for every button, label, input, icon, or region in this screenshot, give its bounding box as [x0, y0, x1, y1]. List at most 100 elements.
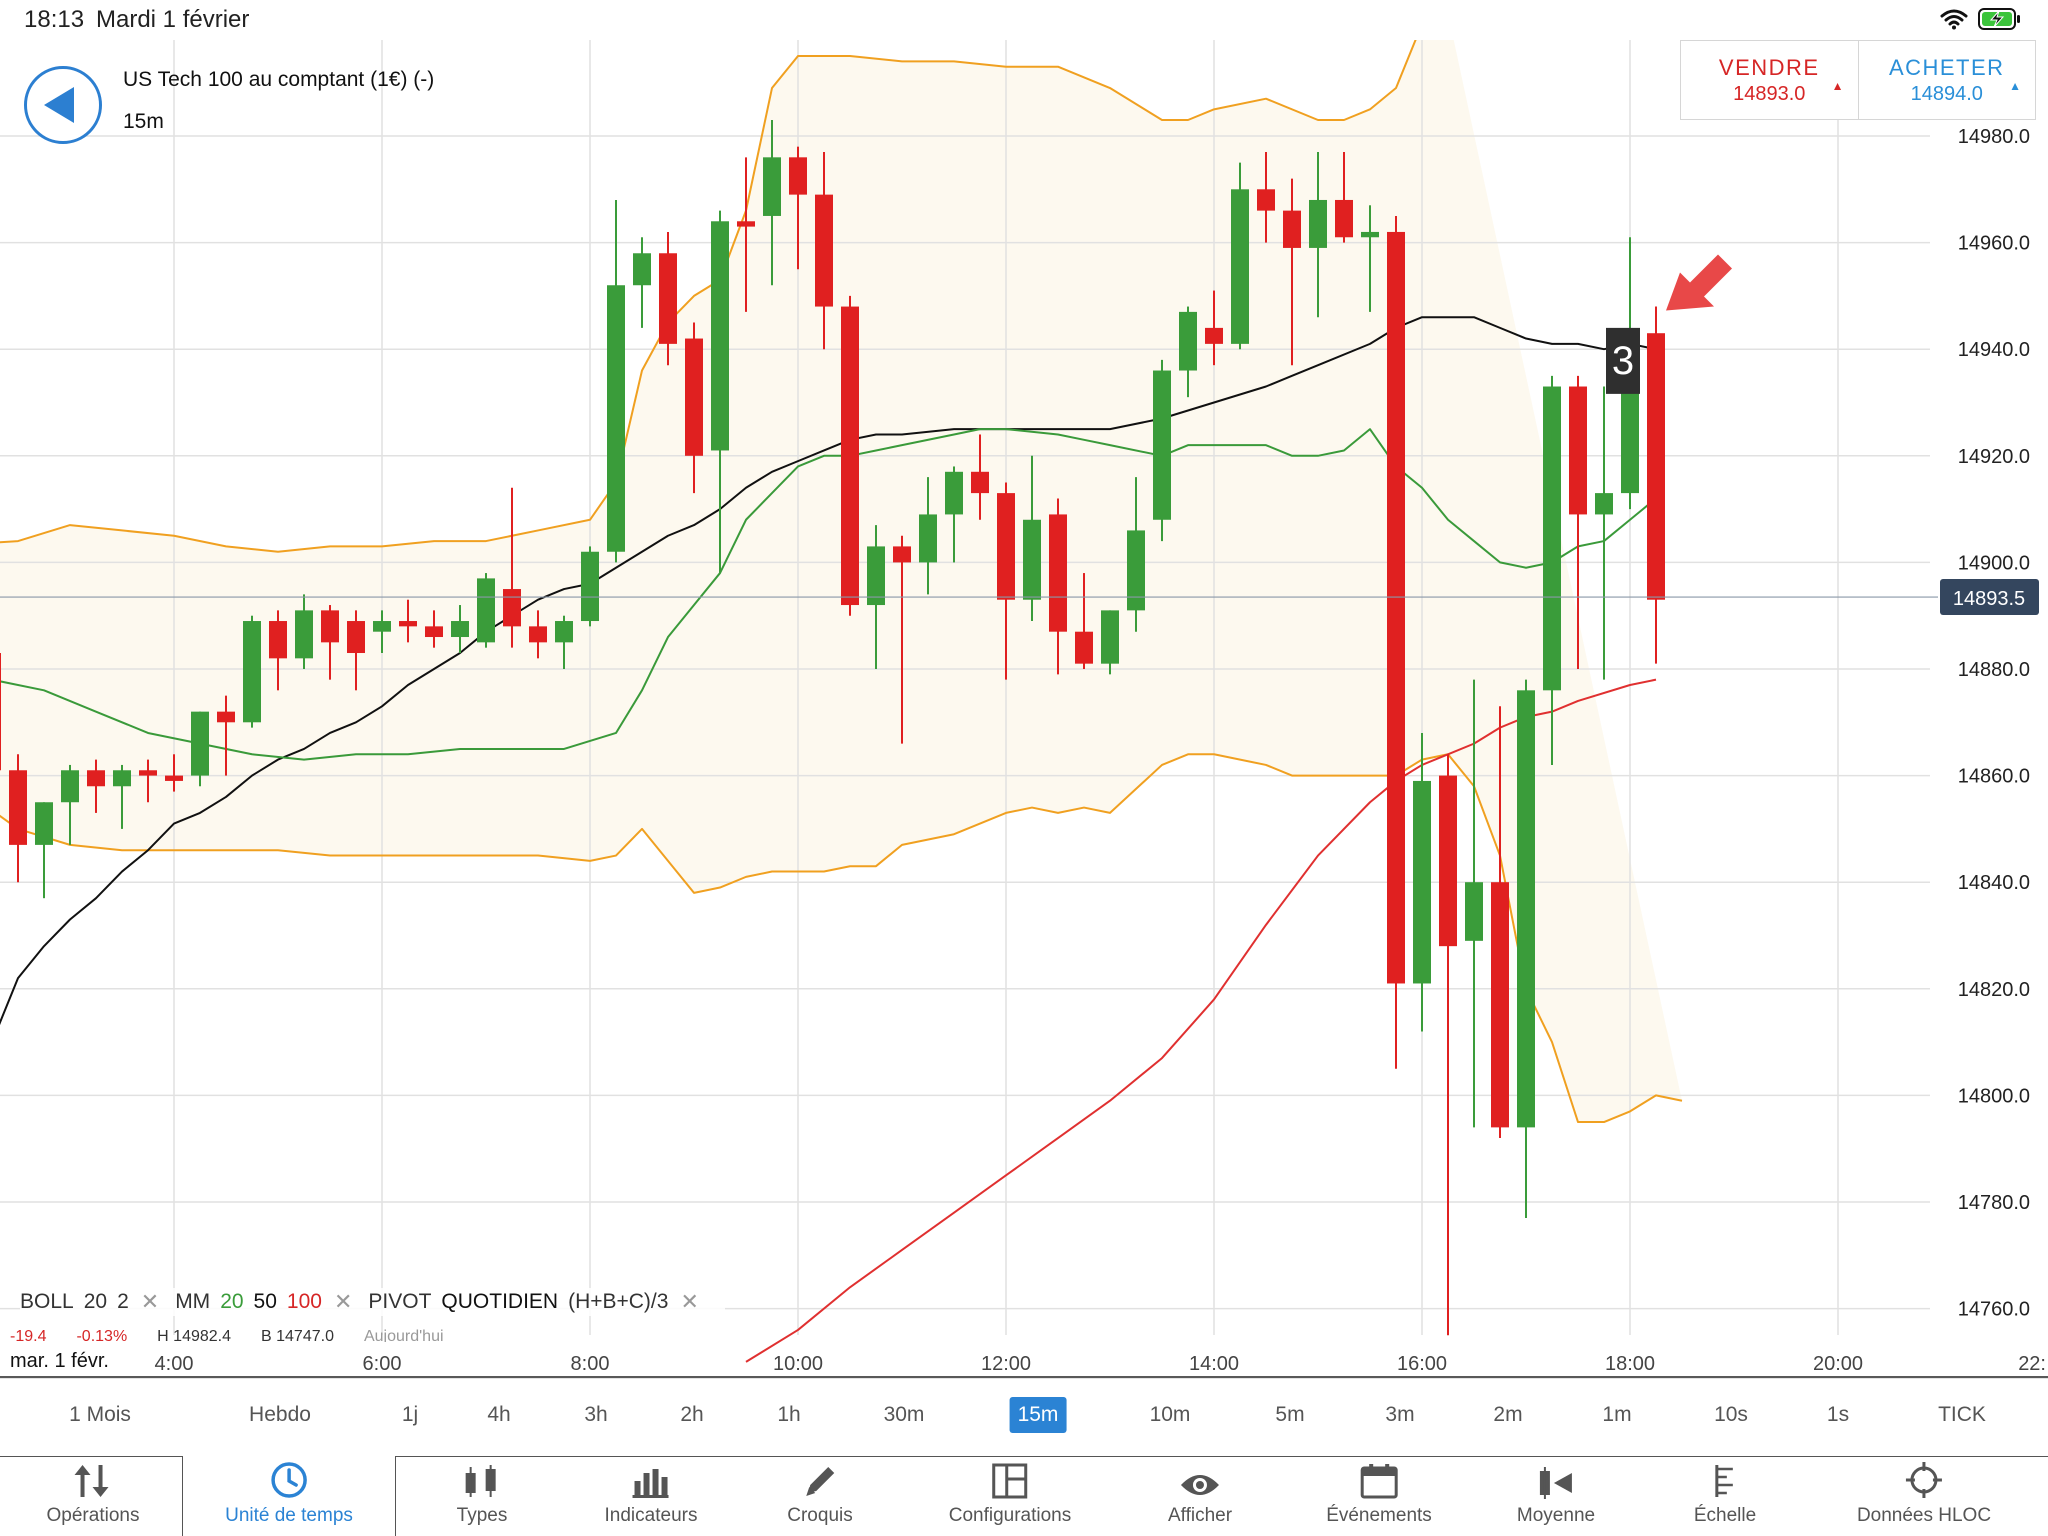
- candle: [945, 466, 963, 563]
- timeframe-15m[interactable]: 15m: [1009, 1397, 1067, 1433]
- candle-body: [373, 621, 391, 632]
- timeframe-1h[interactable]: 1h: [777, 1403, 801, 1426]
- mm-label[interactable]: MM: [175, 1290, 211, 1313]
- toolbar-bar-chart-button[interactable]: Indicateurs: [604, 1457, 698, 1536]
- candle-body: [295, 610, 313, 659]
- candle-body: [503, 589, 521, 627]
- timeframe-hebdo[interactable]: Hebdo: [249, 1403, 311, 1426]
- candle: [1439, 754, 1457, 1336]
- toolbar-candles-button[interactable]: Types: [457, 1457, 507, 1536]
- change-percent: -0.13%: [76, 1328, 128, 1342]
- sell-price: 14893.0: [1733, 82, 1806, 105]
- candle-body: [1387, 231, 1405, 984]
- timeframe-tick[interactable]: TICK: [1938, 1403, 1986, 1426]
- candle: [451, 605, 469, 654]
- toolbar-crosshair-button[interactable]: Données HLOC: [1857, 1457, 1991, 1536]
- stats-line: -19.4 -0.13% H 14982.4 B 14747.0 Aujourd…: [10, 1328, 444, 1342]
- remove-boll-icon[interactable]: ✕: [140, 1289, 160, 1314]
- y-tick-label: 14980.0: [1958, 126, 2030, 148]
- trade-marker-label: 3: [1612, 339, 1634, 383]
- mm-period-100: 100: [286, 1290, 322, 1313]
- candle: [1153, 359, 1171, 542]
- remove-pivot-icon[interactable]: ✕: [680, 1289, 699, 1314]
- y-tick-label: 14920.0: [1958, 446, 2030, 468]
- y-tick-label: 14820.0: [1958, 979, 2030, 1001]
- candle: [399, 599, 417, 643]
- timeframe-5m[interactable]: 5m: [1275, 1403, 1305, 1426]
- candle: [165, 754, 183, 792]
- candle: [61, 764, 79, 845]
- toolbar-label: Moyenne: [1516, 1505, 1596, 1526]
- candle: [659, 231, 677, 366]
- toolbar-eye-button[interactable]: Afficher: [1168, 1457, 1232, 1536]
- timeframe-1m[interactable]: 1m: [1602, 1403, 1632, 1426]
- back-button[interactable]: [24, 66, 102, 144]
- x-tick-label: 6:00: [363, 1353, 402, 1375]
- candle-body: [971, 471, 989, 494]
- toolbar-clock-button[interactable]: Unité de temps: [225, 1457, 353, 1536]
- candle: [581, 546, 599, 627]
- battery-charging-icon: [1978, 8, 2022, 35]
- candle-body: [1101, 610, 1119, 664]
- remove-mm-icon[interactable]: ✕: [333, 1289, 353, 1314]
- candle: [711, 210, 729, 574]
- candle: [269, 610, 287, 691]
- price-chart[interactable]: 14893.5 3 14760.014780.014800.014820.014…: [0, 40, 2048, 1378]
- mm-period-50: 50: [253, 1290, 277, 1313]
- toolbar-label: Échelle: [1693, 1505, 1757, 1526]
- candle-body: [243, 621, 261, 723]
- timeframe-10m[interactable]: 10m: [1149, 1403, 1191, 1426]
- timeframe-2m[interactable]: 2m: [1493, 1403, 1523, 1426]
- candle-body: [1465, 882, 1483, 941]
- ma50-line: [0, 316, 1657, 1026]
- candle-body: [477, 578, 495, 643]
- x-axis: 4:00 6:00 8:00 10:00 12:00 14:00 16:00 18:00 20:…: [155, 1353, 2046, 1375]
- timeframe-30m[interactable]: 30m: [883, 1403, 925, 1426]
- timeframe-3h[interactable]: 3h: [584, 1403, 608, 1426]
- timeframe-1s[interactable]: 1s: [1826, 1403, 1850, 1426]
- y-tick-label: 14880.0: [1958, 659, 2030, 681]
- candle: [607, 199, 625, 563]
- candle-body: [711, 221, 729, 451]
- candle-body: [763, 157, 781, 216]
- pointer-arrow-icon: [1666, 254, 1732, 311]
- back-arrow-icon: [44, 87, 74, 123]
- candle-body: [1413, 780, 1431, 984]
- candle: [1491, 706, 1509, 1139]
- toolbar-scale-button[interactable]: Échelle: [1694, 1457, 1756, 1536]
- candle-body: [0, 653, 1, 771]
- candle-body: [61, 770, 79, 803]
- pivot-formula: (H+B+C)/3: [568, 1290, 669, 1313]
- day-high: H 14982.4: [157, 1328, 232, 1342]
- timeframe-1j[interactable]: 1j: [401, 1403, 419, 1426]
- timeframe-2h[interactable]: 2h: [680, 1403, 704, 1426]
- indicator-legend: BOLL 20 2 ✕ MM 20 50 100 ✕ PIVOT QUOTIDI…: [20, 1288, 725, 1316]
- candle: [1127, 477, 1145, 632]
- candle: [763, 120, 781, 286]
- candle-body: [1335, 199, 1353, 238]
- toolbar-calendar-button[interactable]: Événements: [1326, 1457, 1432, 1536]
- pivot-label[interactable]: PIVOT: [368, 1290, 432, 1313]
- instrument-timeframe: 15m: [123, 110, 164, 133]
- buy-button[interactable]: ACHETER 14894.0 ▲: [1857, 41, 2036, 119]
- toolbar-label: Indicateurs: [604, 1505, 698, 1526]
- boll-label[interactable]: BOLL: [20, 1290, 74, 1313]
- toolbar-pencil-button[interactable]: Croquis: [787, 1457, 853, 1536]
- timeframe-10s[interactable]: 10s: [1714, 1403, 1748, 1426]
- candle: [477, 573, 495, 648]
- bar-chart-icon: [632, 1457, 670, 1501]
- timeframe-3m[interactable]: 3m: [1385, 1403, 1415, 1426]
- timeframe-1-mois[interactable]: 1 Mois: [69, 1403, 131, 1426]
- candle-body: [867, 546, 885, 606]
- instrument-name: US Tech 100 au comptant (1€) (-): [123, 68, 435, 91]
- toolbar-sort-arrows-button[interactable]: Opérations: [47, 1457, 139, 1536]
- candle: [347, 610, 365, 691]
- timeframe-4h[interactable]: 4h: [487, 1403, 511, 1426]
- toolbar-layout-button[interactable]: Configurations: [949, 1457, 1071, 1536]
- bottom-toolbar: Opérations Unité de temps Types Indicateurs…: [0, 1455, 2048, 1536]
- candle-body: [1361, 231, 1379, 238]
- toolbar-average-button[interactable]: Moyenne: [1517, 1457, 1595, 1536]
- trade-marker[interactable]: 3: [1606, 254, 1732, 394]
- status-date: Mardi 1 février: [96, 6, 250, 33]
- sell-button[interactable]: VENDRE 14893.0 ▲: [1681, 41, 1858, 119]
